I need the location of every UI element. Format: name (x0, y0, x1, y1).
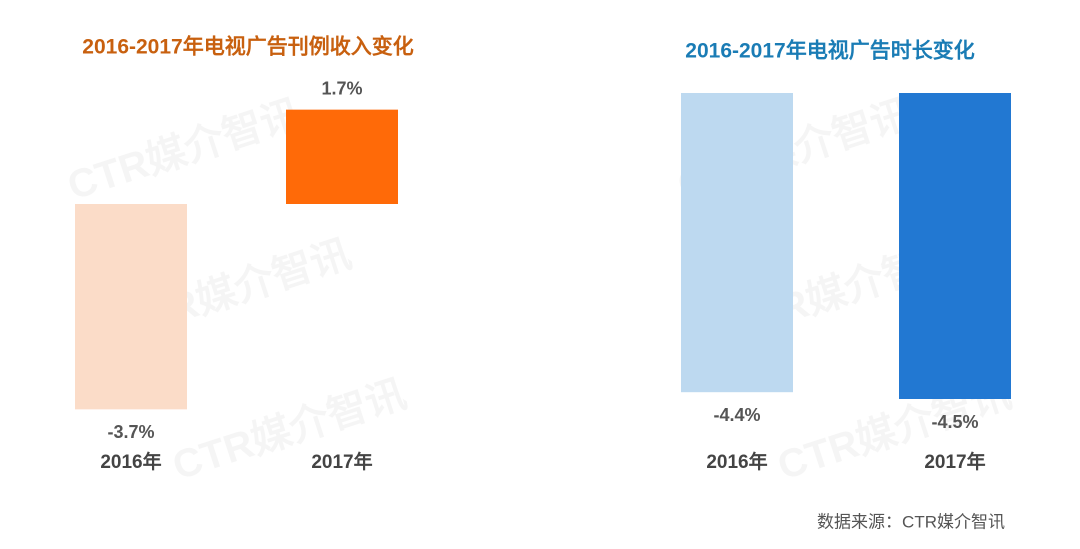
bar (899, 93, 1011, 399)
value-label: -3.7% (107, 422, 154, 442)
x-tick-label: 2017年 (311, 450, 372, 473)
bar (75, 204, 187, 410)
bar (286, 109, 398, 204)
watermark: CTR媒介智讯 (62, 92, 306, 209)
x-tick-label: 2016年 (706, 450, 767, 473)
value-label: -4.4% (713, 405, 760, 425)
source-note: 数据来源：CTR媒介智讯 (817, 512, 1005, 531)
watermarks: CTR媒介智讯 CTR媒介智讯 CTR媒介智讯 CTR媒介智讯 CTR媒介智讯 … (62, 92, 1016, 489)
bar (681, 93, 793, 393)
value-label: 1.7% (321, 78, 362, 98)
chart-title: 2016-2017年电视广告刊例收入变化 (82, 35, 413, 59)
chart-title: 2016-2017年电视广告时长变化 (685, 39, 974, 63)
x-tick-label: 2016年 (100, 450, 161, 473)
watermark: CTR媒介智讯 (167, 372, 411, 489)
x-tick-label: 2017年 (924, 450, 985, 473)
value-label: -4.5% (931, 412, 978, 432)
